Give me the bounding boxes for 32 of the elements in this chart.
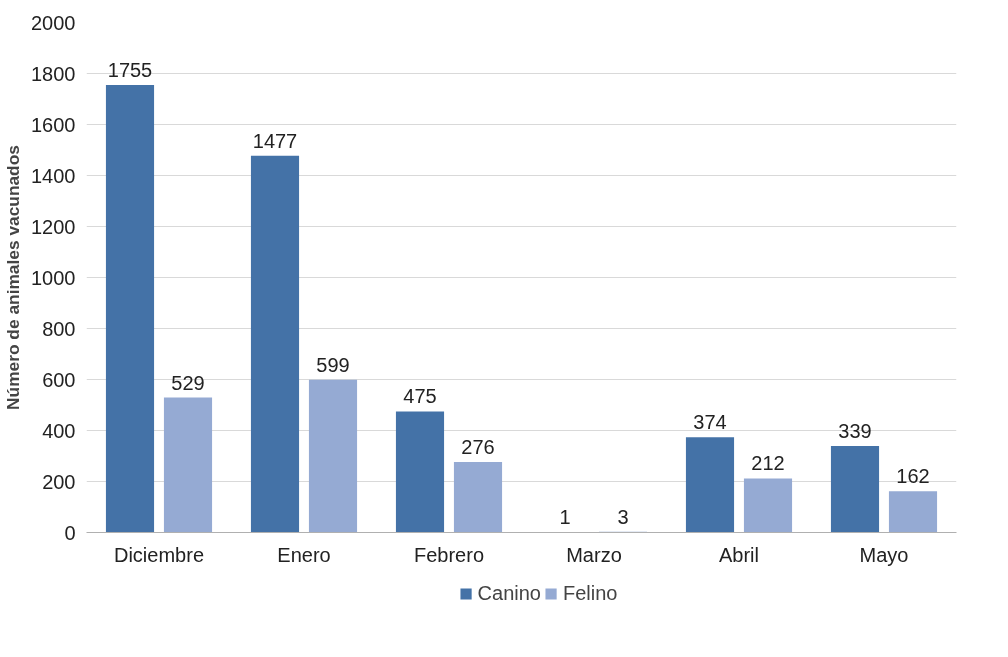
x-tick-label: Enero [277,543,331,566]
y-tick-label: 1400 [31,164,76,187]
y-tick-label: 2000 [31,11,76,34]
legend-label: Felino [562,581,618,605]
y-tick-label: 600 [42,368,76,391]
y-axis-title: Número de animales vacunados [3,145,24,410]
data-label: 162 [896,465,930,488]
data-label: 212 [751,452,785,475]
x-tick-label: Marzo [566,543,622,566]
x-tick-label: Mayo [859,543,909,566]
y-tick-label: 400 [42,419,76,442]
x-tick-label: Diciembre [113,543,205,566]
y-tick-label: 1800 [31,62,76,85]
data-label: 1477 [252,129,298,152]
legend-label: Canino [477,581,541,605]
y-tick-label: 0 [64,521,76,544]
data-label: 276 [461,436,495,459]
y-tick-label: 1000 [31,266,76,289]
data-label: 1 [559,506,571,529]
data-label: 3 [617,505,629,528]
y-tick-label: 1600 [31,113,76,136]
data-label: 529 [171,371,205,394]
data-label: 1755 [107,58,153,81]
x-tick-label: Abril [719,543,760,566]
data-label: 475 [403,385,437,408]
data-label: 599 [316,353,350,376]
x-tick-label: Febrero [413,543,485,566]
y-tick-label: 1200 [31,215,76,238]
y-tick-label: 200 [42,470,76,493]
data-label: 374 [693,411,727,434]
data-label: 339 [838,420,872,443]
y-tick-label: 800 [42,317,76,340]
